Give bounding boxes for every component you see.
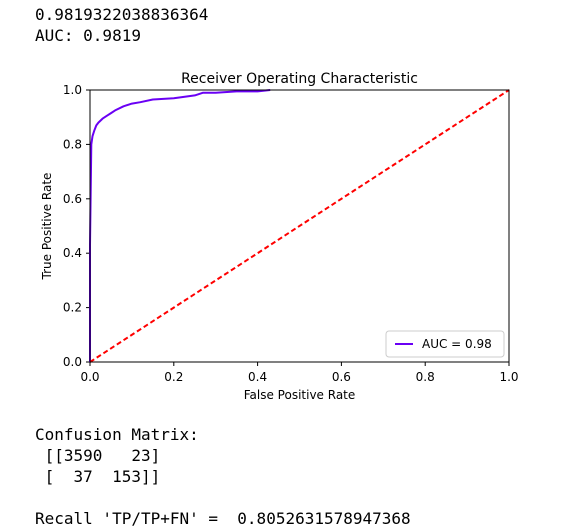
legend-box (385, 330, 505, 358)
auc-output: AUC: 0.9819 (35, 26, 141, 45)
legend: AUC = 0.98 (385, 330, 505, 358)
legend-label-auc: AUC = 0.98 (422, 337, 492, 351)
y-tick-label: 1.0 (63, 83, 82, 97)
confusion-matrix-row: [ 37 153]] (35, 467, 161, 486)
y-tick-label: 0.4 (63, 246, 82, 260)
confusion-matrix-row: [[3590 23] (35, 446, 161, 465)
y-tick-label: 0.2 (63, 301, 82, 315)
roc-chart: Receiver Operating Characteristic 0.0 0.2… (40, 71, 519, 402)
x-tick-label: 0.0 (80, 370, 99, 384)
y-axis-label: True Positive Rate (40, 173, 54, 281)
x-tick-label: 0.4 (248, 370, 267, 384)
recall-output: Recall 'TP/TP+FN' = 0.8052631578947368 (35, 509, 411, 528)
plot-series (89, 89, 510, 363)
x-tick-label: 0.6 (332, 370, 351, 384)
y-axis-ticks: 0.0 0.2 0.4 0.6 0.8 1.0 (63, 83, 90, 369)
x-axis-label: False Positive Rate (244, 388, 356, 402)
confusion-matrix-title: Confusion Matrix: (35, 425, 199, 444)
x-tick-label: 0.2 (164, 370, 183, 384)
roc-curve (89, 89, 271, 362)
x-axis-ticks: 0.0 0.2 0.4 0.6 0.8 1.0 (80, 362, 519, 384)
chance-line (89, 89, 510, 363)
x-tick-label: 0.8 (416, 370, 435, 384)
y-tick-label: 0.8 (63, 137, 82, 151)
y-tick-label: 0.0 (63, 355, 82, 369)
y-tick-label: 0.6 (63, 192, 82, 206)
score-output: 0.9819322038836364 (35, 5, 209, 24)
plot-frame (89, 89, 510, 363)
x-tick-label: 1.0 (499, 370, 518, 384)
chart-title: Receiver Operating Characteristic (181, 71, 418, 87)
